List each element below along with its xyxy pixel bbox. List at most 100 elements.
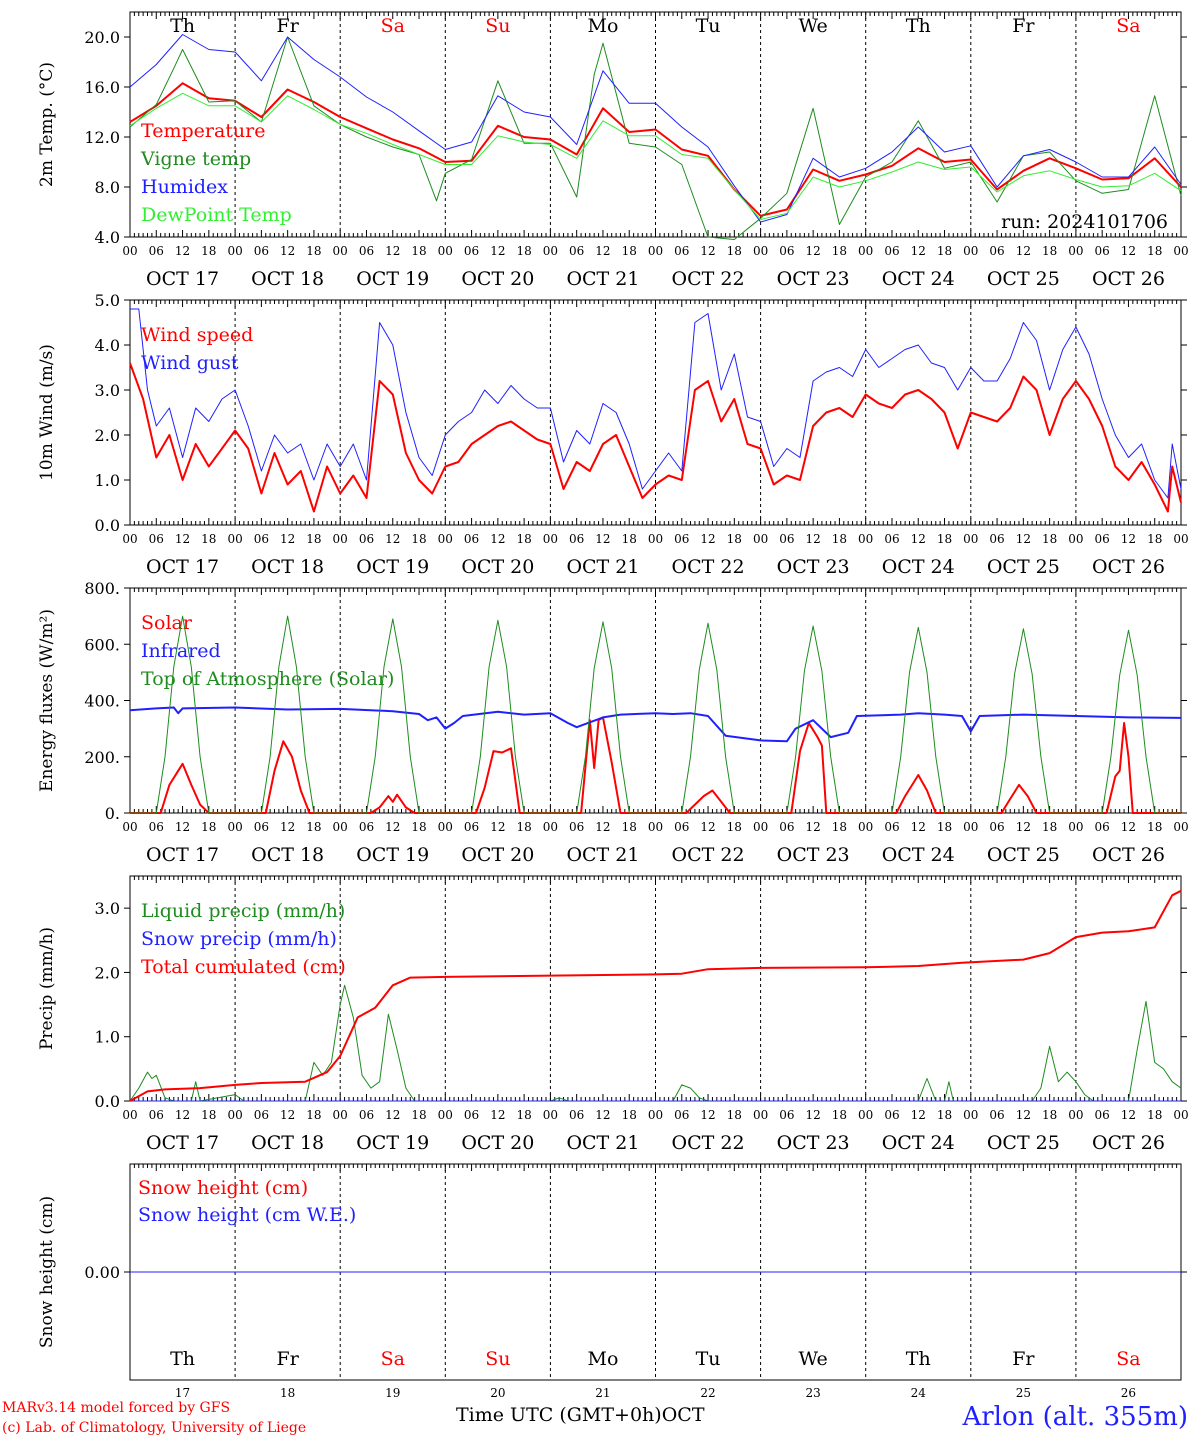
day-number: 17 <box>175 1386 190 1400</box>
hour-tick-label: 06 <box>884 1108 899 1122</box>
date-label: OCT 23 <box>777 268 850 290</box>
hour-tick-label: 12 <box>1016 1108 1031 1122</box>
date-label: OCT 23 <box>777 556 850 578</box>
series-line-blue <box>130 308 1182 499</box>
hour-tick-label: 18 <box>1147 820 1162 834</box>
day-name-top: Mo <box>587 15 618 37</box>
date-label: OCT 24 <box>882 268 955 290</box>
date-label: OCT 26 <box>1092 1132 1165 1154</box>
hour-tick-label: 00 <box>227 1108 242 1122</box>
day-number: 24 <box>911 1386 927 1400</box>
y-tick-label: 8.0 <box>95 178 120 197</box>
series-line-blue <box>129 706 1182 743</box>
hour-tick-label: 00 <box>753 244 768 258</box>
hour-tick-label: 00 <box>858 1108 873 1122</box>
date-label: OCT 18 <box>251 268 324 290</box>
hour-tick-label: 18 <box>516 532 531 546</box>
hour-tick-label: 18 <box>201 244 216 258</box>
y-axis-label: 2m Temp. (°C) <box>37 62 57 187</box>
hour-tick-label: 00 <box>858 532 873 546</box>
date-label: OCT 17 <box>146 556 219 578</box>
hour-tick-label: 06 <box>464 820 479 834</box>
legend-entry: Solar <box>141 612 193 634</box>
date-label: OCT 21 <box>566 268 639 290</box>
date-label: OCT 26 <box>1092 268 1165 290</box>
y-tick-label: 0. <box>105 804 120 823</box>
hour-tick-label: 18 <box>1147 1108 1162 1122</box>
hour-tick-label: 06 <box>569 244 584 258</box>
hour-tick-label: 00 <box>753 820 768 834</box>
hour-tick-label: 00 <box>333 244 348 258</box>
date-label: OCT 22 <box>672 268 745 290</box>
hour-tick-label: 06 <box>884 532 899 546</box>
hour-tick-label: 06 <box>569 820 584 834</box>
day-number: 20 <box>490 1386 505 1400</box>
hour-tick-label: 18 <box>937 1108 952 1122</box>
hour-tick-label: 00 <box>1068 244 1083 258</box>
y-tick-label: 3.0 <box>95 899 120 918</box>
hour-tick-label: 12 <box>175 820 190 834</box>
hour-tick-label: 18 <box>516 244 531 258</box>
hour-tick-label: 00 <box>122 244 137 258</box>
day-name-top: Fr <box>277 15 300 37</box>
legend-entry: Wind gust <box>141 352 239 374</box>
hour-tick-label: 18 <box>201 532 216 546</box>
month-label: OCT <box>661 1404 705 1426</box>
hour-tick-label: 12 <box>175 532 190 546</box>
hour-tick-label: 18 <box>1042 532 1057 546</box>
hour-tick-label: 12 <box>806 532 821 546</box>
y-tick-label: 0.0 <box>95 1092 120 1111</box>
hour-tick-label: 18 <box>411 244 426 258</box>
hour-tick-label: 00 <box>1173 532 1188 546</box>
hour-tick-label: 18 <box>411 820 426 834</box>
legend-entry: DewPoint Temp <box>141 204 292 226</box>
hour-tick-label: 12 <box>700 244 715 258</box>
hour-tick-label: 00 <box>122 820 137 834</box>
hour-tick-label: 06 <box>779 820 794 834</box>
date-label: OCT 21 <box>566 556 639 578</box>
hour-tick-label: 06 <box>989 532 1004 546</box>
date-label: OCT 20 <box>461 268 534 290</box>
y-tick-label: 800. <box>84 579 120 598</box>
date-label: OCT 22 <box>672 556 745 578</box>
hour-tick-label: 00 <box>333 532 348 546</box>
y-tick-label: 600. <box>84 635 120 654</box>
hour-tick-label: 12 <box>1121 1108 1136 1122</box>
day-name-bottom: Mo <box>587 1348 618 1370</box>
hour-tick-label: 00 <box>648 1108 663 1122</box>
day-number: 18 <box>280 1386 295 1400</box>
hour-tick-label: 00 <box>648 820 663 834</box>
hour-tick-label: 06 <box>359 820 374 834</box>
legend-entry: Temperature <box>141 120 265 142</box>
hour-tick-label: 12 <box>1016 244 1031 258</box>
hour-tick-label: 00 <box>963 244 978 258</box>
hour-tick-label: 18 <box>832 1108 847 1122</box>
hour-tick-label: 12 <box>490 244 505 258</box>
hour-tick-label: 00 <box>438 532 453 546</box>
hour-tick-label: 06 <box>674 820 689 834</box>
day-number: 19 <box>385 1386 400 1400</box>
hour-tick-label: 18 <box>306 532 321 546</box>
hour-tick-label: 18 <box>727 1108 742 1122</box>
hour-tick-label: 00 <box>438 820 453 834</box>
day-name-bottom: Fr <box>1012 1348 1035 1370</box>
y-tick-label: 2.0 <box>95 963 120 982</box>
hour-tick-label: 00 <box>1068 532 1083 546</box>
day-name-bottom: Sa <box>1116 1348 1140 1370</box>
hour-tick-label: 06 <box>359 1108 374 1122</box>
hour-tick-label: 18 <box>201 1108 216 1122</box>
hour-tick-label: 06 <box>149 820 164 834</box>
station-label: Arlon (alt. 355m) <box>962 1402 1188 1432</box>
series-line-red <box>129 82 1182 217</box>
hour-tick-label: 06 <box>884 244 899 258</box>
day-name-top: We <box>799 15 828 37</box>
hour-tick-label: 12 <box>490 820 505 834</box>
hour-tick-label: 18 <box>832 820 847 834</box>
hour-tick-label: 00 <box>753 532 768 546</box>
hour-tick-label: 12 <box>911 532 926 546</box>
hour-tick-label: 12 <box>1121 820 1136 834</box>
hour-tick-label: 18 <box>516 820 531 834</box>
y-tick-label: 12.0 <box>84 128 120 147</box>
hour-tick-label: 06 <box>464 532 479 546</box>
day-number: 21 <box>595 1386 610 1400</box>
